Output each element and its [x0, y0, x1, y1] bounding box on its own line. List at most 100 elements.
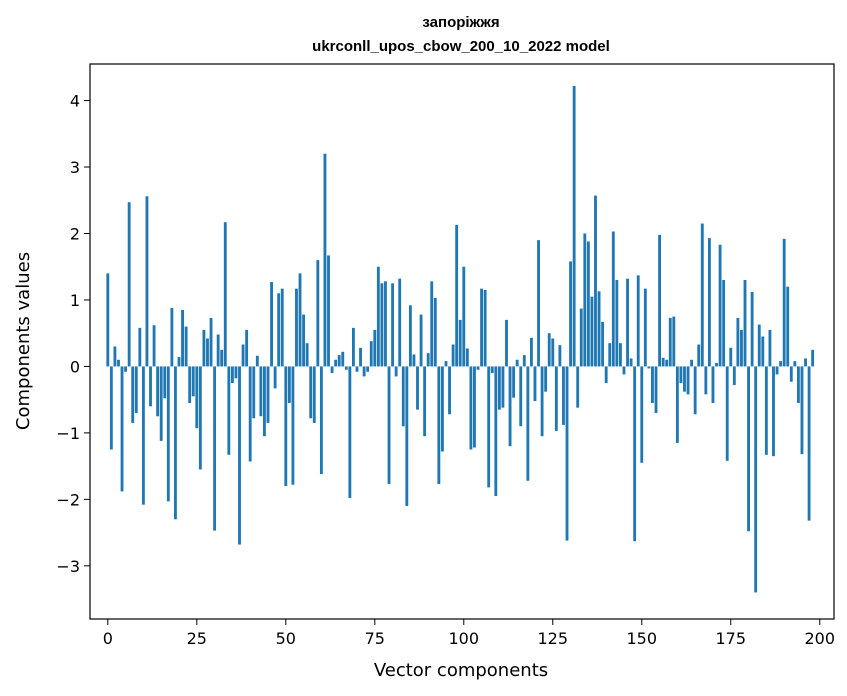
plot-frame [89, 63, 835, 620]
bar-154 [654, 366, 658, 413]
bar-178 [740, 329, 743, 367]
bar-107 [487, 366, 491, 488]
bar-45 [266, 366, 270, 423]
bar-11 [145, 196, 149, 367]
bar-87 [416, 366, 419, 410]
y-axis-label: Components values [13, 252, 34, 430]
bar-86 [412, 354, 416, 367]
bar-12 [149, 366, 152, 407]
bar-138 [597, 291, 601, 367]
bar-123 [544, 366, 548, 392]
bar-192 [789, 366, 793, 382]
bar-20 [177, 357, 181, 367]
bar-27 [202, 329, 206, 367]
bar-7 [131, 366, 135, 423]
bar-110 [497, 366, 501, 410]
bar-51 [287, 366, 291, 403]
x-axis-label: Vector components [374, 660, 548, 681]
bar-183 [757, 324, 761, 367]
bar-92 [433, 297, 437, 367]
bar-133 [579, 308, 583, 367]
bar-96 [448, 366, 451, 415]
bar-91 [430, 281, 434, 367]
bar-108 [490, 366, 494, 374]
bar-55 [302, 314, 306, 367]
chart-title-line1: запоріжжя [422, 14, 499, 31]
bar-0 [106, 273, 110, 367]
bar-94 [441, 366, 444, 452]
bar-99 [458, 319, 462, 367]
bar-10 [141, 366, 145, 505]
bar-57 [309, 366, 313, 419]
x-tick-label: 175 [715, 629, 746, 648]
y-tick-label: 0 [70, 357, 80, 376]
bar-9 [138, 327, 142, 367]
x-tick-label: 25 [187, 629, 207, 648]
bar-185 [764, 366, 768, 455]
bar-121 [537, 240, 540, 367]
bar-71 [359, 347, 362, 367]
bar-126 [554, 366, 558, 431]
bar-72 [362, 366, 366, 377]
bar-78 [384, 281, 387, 367]
bar-42 [255, 355, 259, 367]
x-tick-label: 75 [365, 629, 385, 648]
bar-75 [373, 329, 377, 367]
bar-93 [437, 366, 441, 485]
bar-34 [227, 366, 231, 455]
bar-148 [633, 366, 637, 542]
bar-24 [191, 366, 195, 397]
bar-132 [576, 366, 580, 408]
bar-61 [323, 153, 327, 367]
x-tick-label: 100 [449, 629, 480, 648]
bar-179 [743, 280, 747, 367]
y-axis-ticks: −3 −2 −1 0 1 2 3 4 [56, 92, 90, 576]
bar-146 [626, 278, 629, 367]
bar-74 [369, 341, 373, 367]
bars-group [106, 85, 815, 593]
bar-186 [768, 329, 772, 367]
bar-187 [772, 366, 775, 457]
bar-116 [519, 366, 523, 427]
bar-128 [562, 366, 565, 425]
bar-119 [529, 337, 533, 367]
bar-100 [462, 266, 466, 367]
bar-196 [804, 358, 807, 367]
bar-85 [408, 305, 412, 367]
bar-95 [444, 361, 448, 367]
bar-190 [782, 238, 786, 367]
bar-122 [540, 366, 544, 437]
bar-147 [629, 358, 633, 367]
bar-158 [668, 317, 672, 367]
bar-53 [295, 288, 298, 367]
bar-141 [608, 343, 612, 367]
bar-120 [533, 366, 537, 401]
bar-97 [451, 344, 455, 367]
bar-197 [807, 366, 811, 521]
bar-162 [683, 366, 686, 392]
bar-143 [615, 280, 619, 367]
bar-172 [718, 244, 722, 367]
bar-40 [248, 366, 252, 462]
y-tick-label: −1 [56, 424, 80, 443]
bar-37 [238, 366, 241, 545]
bar-83 [401, 366, 405, 427]
bar-44 [263, 366, 266, 437]
bar-69 [352, 327, 355, 367]
bar-62 [327, 255, 330, 367]
bar-194 [796, 366, 800, 403]
bar-167 [700, 223, 704, 367]
bar-155 [658, 234, 661, 367]
bar-152 [647, 366, 651, 369]
x-tick-label: 125 [538, 629, 569, 648]
bar-54 [298, 273, 302, 367]
bar-90 [426, 353, 430, 367]
bar-106 [483, 289, 487, 367]
bar-160 [675, 366, 679, 443]
bar-101 [465, 348, 469, 367]
bar-129 [565, 366, 569, 541]
bar-137 [594, 195, 597, 367]
bar-184 [761, 336, 765, 367]
bar-80 [391, 283, 395, 367]
bar-139 [601, 321, 605, 367]
